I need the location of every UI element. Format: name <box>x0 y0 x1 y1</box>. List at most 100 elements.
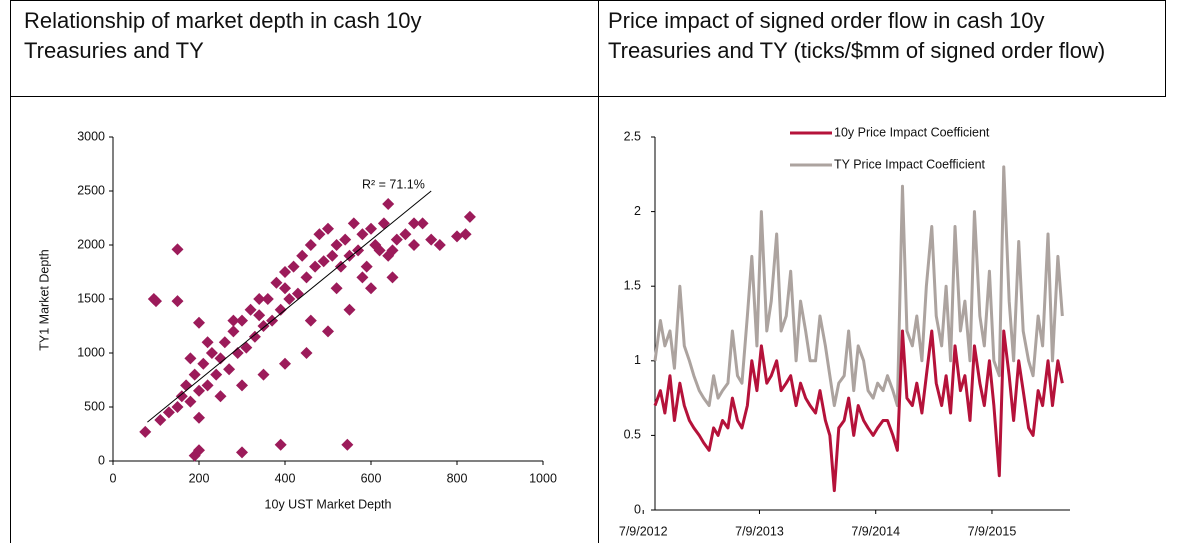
point <box>279 357 291 370</box>
border <box>10 96 1165 97</box>
x-tick-label: 400 <box>275 471 296 485</box>
x-axis-label: 10y UST Market Depth <box>265 497 392 511</box>
point <box>162 406 175 419</box>
point <box>313 228 326 241</box>
x-tick-label: 7/9/2014 <box>851 524 900 538</box>
series-line <box>653 329 1064 493</box>
x-tick-label: 0 <box>110 471 117 485</box>
point <box>317 255 330 268</box>
point <box>300 347 313 359</box>
point <box>274 438 287 451</box>
point <box>223 363 236 376</box>
point <box>356 228 369 241</box>
point <box>360 260 373 273</box>
point <box>287 260 300 273</box>
point <box>214 390 227 403</box>
point <box>201 336 214 349</box>
y-tick-label: 0.5 <box>624 428 641 442</box>
point <box>408 239 420 251</box>
y-tick-label: 3000 <box>77 129 105 143</box>
y-tick-label: 1.5 <box>624 278 641 292</box>
point <box>330 239 343 251</box>
x-tick-label: 600 <box>361 471 382 485</box>
point <box>459 228 472 241</box>
point <box>227 314 240 327</box>
point <box>347 217 360 230</box>
point <box>139 425 152 438</box>
point <box>296 249 309 262</box>
point <box>236 446 248 459</box>
point <box>300 271 313 284</box>
point <box>184 352 197 365</box>
point <box>304 314 317 327</box>
x-tick-label: 200 <box>189 471 210 485</box>
point <box>365 222 377 235</box>
point <box>408 217 420 230</box>
point <box>236 379 248 392</box>
point <box>184 395 197 408</box>
point <box>171 243 184 256</box>
point <box>257 368 270 381</box>
point <box>304 239 317 251</box>
point <box>377 217 390 230</box>
y-tick-label: 500 <box>84 399 105 413</box>
trendline <box>147 190 432 423</box>
y-tick-label: 0 <box>634 502 641 516</box>
border <box>10 0 1165 1</box>
point <box>373 244 386 257</box>
point <box>279 266 291 278</box>
y-tick-label: 1000 <box>77 345 105 359</box>
right-title: Price impact of signed order flow in cas… <box>608 8 1106 63</box>
point <box>356 271 369 284</box>
point <box>175 390 188 403</box>
x-tick-label: 7/9/2013 <box>735 524 784 538</box>
border <box>1165 0 1166 97</box>
point <box>257 320 270 332</box>
point <box>283 293 296 305</box>
point <box>433 239 446 251</box>
point <box>390 233 403 246</box>
point <box>188 368 201 381</box>
point <box>236 314 248 327</box>
legend-label: TY Price Impact Coefficient <box>834 157 986 171</box>
point <box>205 347 218 359</box>
point <box>193 316 205 329</box>
point <box>279 282 291 295</box>
y-tick-label: 1500 <box>77 291 105 305</box>
point <box>210 368 223 381</box>
point <box>343 303 356 316</box>
point <box>197 357 210 370</box>
x-tick-label: 800 <box>447 471 468 485</box>
point <box>274 303 287 316</box>
point <box>171 401 184 413</box>
point <box>147 293 160 305</box>
point <box>341 438 354 451</box>
y-tick-label: 0 <box>98 453 105 467</box>
y-tick-label: 2.5 <box>624 129 641 143</box>
left-title: Relationship of market depth in cash 10y… <box>24 8 422 63</box>
x-tick-label: 7/9/2012 <box>619 524 668 538</box>
point <box>386 271 399 284</box>
x-tick-label: 7/9/2015 <box>968 524 1017 538</box>
point <box>171 295 184 308</box>
legend-label: 10y Price Impact Coefficient <box>834 125 990 139</box>
annotation: R² = 71.1% <box>362 177 425 191</box>
point <box>463 210 476 223</box>
point <box>339 233 352 246</box>
point <box>231 347 244 359</box>
point <box>322 222 334 235</box>
point <box>180 379 193 392</box>
y-tick-label: 2000 <box>77 237 105 251</box>
point <box>201 379 214 392</box>
point <box>382 197 395 210</box>
point <box>261 293 274 305</box>
x-tick-label: 1000 <box>529 471 557 485</box>
point <box>322 325 334 338</box>
border <box>10 0 11 543</box>
point <box>253 293 266 305</box>
point <box>309 260 322 273</box>
point <box>214 352 227 365</box>
point <box>218 336 231 349</box>
